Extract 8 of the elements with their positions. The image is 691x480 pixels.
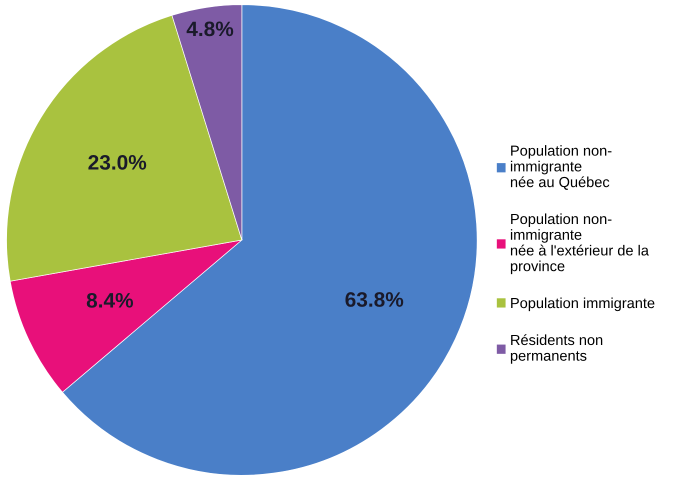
data-label: 63.8%	[345, 292, 404, 307]
data-label: 23.0%	[88, 155, 146, 170]
data-label: 8.4%	[86, 292, 134, 308]
legend-label: Population non- immigrante née à l'extérieur de la province	[510, 213, 649, 274]
legend-label: Résidents non permanents	[510, 334, 602, 364]
legend-label: Population immigrante	[511, 297, 654, 312]
data-label: 4.8%	[186, 21, 234, 36]
legend-label: Population non- immigrante née au Québec	[510, 145, 612, 190]
